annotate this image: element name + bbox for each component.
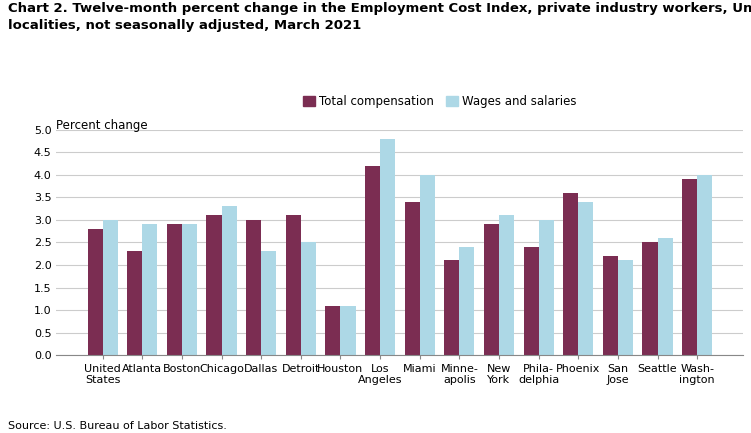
Bar — [405, 202, 420, 355]
Legend: Total compensation, Wages and salaries: Total compensation, Wages and salaries — [303, 95, 577, 108]
Bar — [445, 261, 460, 355]
Bar — [618, 261, 633, 355]
Bar — [460, 247, 475, 355]
Bar — [246, 220, 261, 355]
Bar — [88, 229, 103, 355]
Text: Source: U.S. Bureau of Labor Statistics.: Source: U.S. Bureau of Labor Statistics. — [8, 421, 226, 431]
Bar — [643, 242, 658, 355]
Text: Chart 2. Twelve-month percent change in the Employment Cost Index, private indus: Chart 2. Twelve-month percent change in … — [8, 2, 751, 15]
Bar — [103, 220, 118, 355]
Bar — [285, 216, 301, 355]
Bar — [261, 252, 276, 355]
Bar — [207, 216, 222, 355]
Bar — [380, 139, 395, 355]
Bar — [523, 247, 538, 355]
Bar — [127, 252, 142, 355]
Bar — [222, 207, 237, 355]
Bar — [365, 166, 380, 355]
Bar — [499, 216, 514, 355]
Bar — [301, 242, 316, 355]
Bar — [563, 193, 578, 355]
Text: Percent change: Percent change — [56, 119, 148, 132]
Bar — [484, 224, 499, 355]
Bar — [697, 175, 712, 355]
Bar — [538, 220, 553, 355]
Bar — [578, 202, 593, 355]
Bar — [658, 238, 673, 355]
Bar — [142, 224, 157, 355]
Bar — [420, 175, 435, 355]
Bar — [182, 224, 197, 355]
Bar — [682, 179, 697, 355]
Bar — [325, 306, 340, 355]
Text: localities, not seasonally adjusted, March 2021: localities, not seasonally adjusted, Mar… — [8, 19, 360, 32]
Bar — [340, 306, 355, 355]
Bar — [167, 224, 182, 355]
Bar — [603, 256, 618, 355]
